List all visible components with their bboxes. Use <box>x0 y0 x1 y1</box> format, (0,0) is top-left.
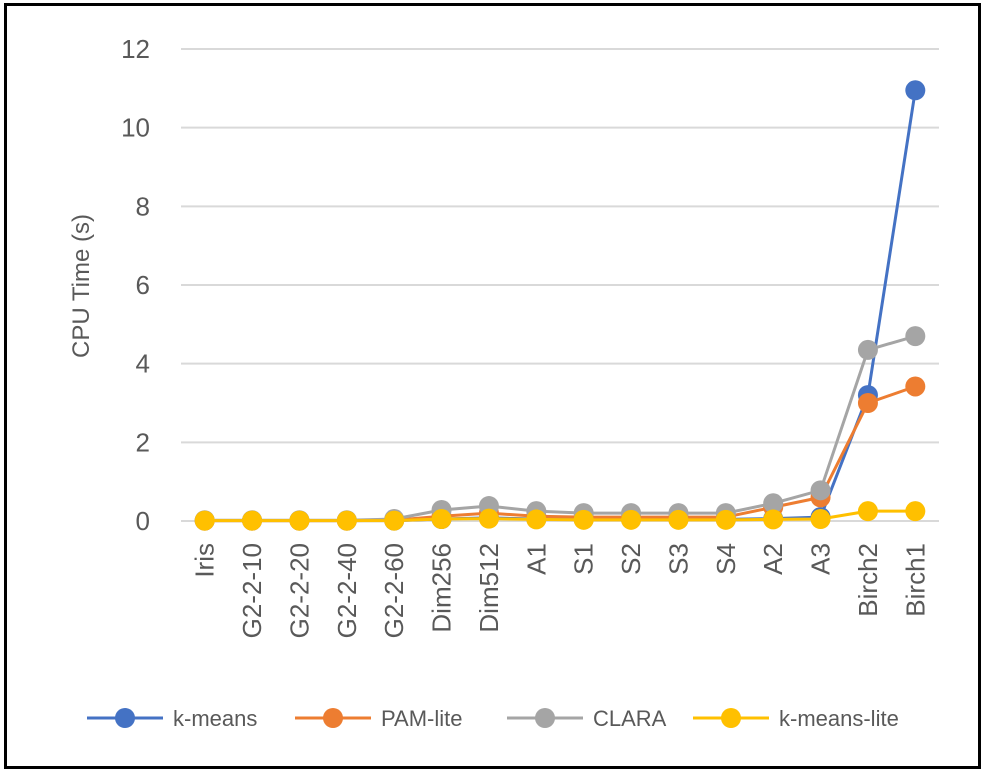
legend-label: k-means <box>173 706 257 731</box>
y-tick-label: 0 <box>136 506 150 536</box>
legend-marker <box>535 708 555 728</box>
y-axis-ticks: 0 2 4 6 8 10 12 <box>121 34 150 536</box>
x-tick-label: Dim256 <box>427 543 457 633</box>
series-line <box>204 385 916 523</box>
data-point <box>242 510 263 531</box>
legend-marker <box>115 708 135 728</box>
gridlines <box>181 48 939 522</box>
data-point <box>478 508 499 529</box>
series-line <box>204 509 916 523</box>
series-k-means <box>194 80 926 531</box>
x-tick-label: A1 <box>521 543 551 575</box>
legend-label: k-means-lite <box>779 706 899 731</box>
data-point <box>905 501 926 522</box>
legend-label: PAM-lite <box>381 706 463 731</box>
series-k-means-lite <box>194 501 926 531</box>
data-point <box>194 510 215 531</box>
legend-marker <box>323 708 343 728</box>
data-point <box>810 509 831 530</box>
y-tick-label: 4 <box>136 349 150 379</box>
data-point <box>526 509 547 530</box>
data-point <box>336 510 357 531</box>
chart-frame: 0 2 4 6 8 10 12 CPU Time (s) Iris G2-2-10 G2-2-2… <box>4 3 981 769</box>
legend-marker <box>721 708 741 728</box>
data-point <box>573 509 594 530</box>
x-tick-label: A2 <box>758 543 788 575</box>
data-point <box>905 326 926 347</box>
x-tick-label: Iris <box>190 543 220 578</box>
x-tick-label: S3 <box>663 543 693 575</box>
y-tick-label: 10 <box>121 113 150 143</box>
y-tick-label: 6 <box>136 270 150 300</box>
data-point <box>763 509 784 530</box>
y-tick-label: 12 <box>121 34 150 64</box>
data-point <box>431 509 452 530</box>
legend-item: k-means <box>87 706 257 731</box>
legend-item: CLARA <box>507 706 667 731</box>
data-point <box>621 509 642 530</box>
data-point <box>384 510 405 531</box>
x-tick-label: S2 <box>616 543 646 575</box>
data-point <box>857 339 878 360</box>
series-line <box>204 90 917 523</box>
legend-label: CLARA <box>593 706 667 731</box>
data-point <box>905 80 926 101</box>
legend-item: PAM-lite <box>295 706 463 731</box>
data-point <box>857 501 878 522</box>
series-pam-lite <box>194 376 926 531</box>
data-point <box>668 509 689 530</box>
data-point <box>715 509 736 530</box>
x-tick-label: G2-2-10 <box>237 543 267 638</box>
x-axis-ticks: Iris G2-2-10 G2-2-20 G2-2-40 G2-2-60 Dim256 Di… <box>190 543 931 638</box>
series-group <box>194 80 926 531</box>
y-tick-label: 8 <box>136 191 150 221</box>
x-tick-label: G2-2-20 <box>284 543 314 638</box>
y-tick-label: 2 <box>136 427 150 457</box>
data-point <box>289 510 310 531</box>
data-point <box>763 493 784 514</box>
x-tick-label: G2-2-40 <box>332 543 362 638</box>
legend: k-means PAM-lite CLARA k-means-lite <box>87 706 899 731</box>
x-tick-label: S1 <box>569 543 599 575</box>
data-point <box>857 393 878 413</box>
x-tick-label: Birch1 <box>900 543 930 617</box>
line-chart: 0 2 4 6 8 10 12 CPU Time (s) Iris G2-2-10 G2-2-2… <box>68 34 939 731</box>
x-tick-label: G2-2-60 <box>379 543 409 638</box>
y-axis-label: CPU Time (s) <box>68 214 95 358</box>
legend-item: k-means-lite <box>693 706 899 731</box>
data-point <box>810 480 831 501</box>
x-tick-label: S4 <box>711 543 741 575</box>
x-tick-label: Birch2 <box>853 543 883 617</box>
data-point <box>905 376 926 397</box>
x-tick-label: Dim512 <box>474 543 504 633</box>
x-tick-label: A3 <box>806 543 836 575</box>
